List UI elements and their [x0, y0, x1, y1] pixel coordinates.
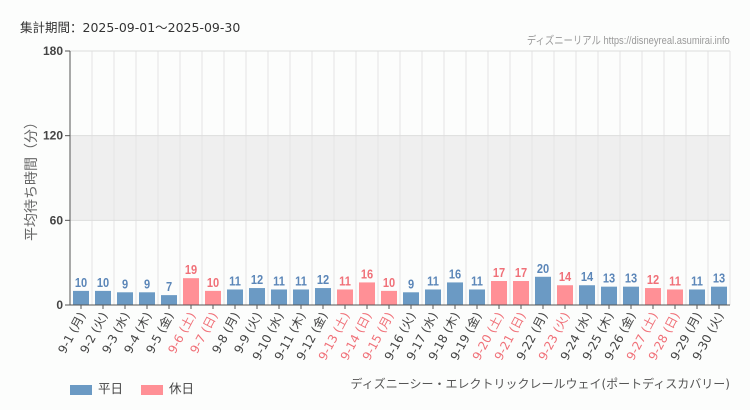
site-credit[interactable]: ディズニーリアル https://disneyreal.asumirai.inf… — [527, 35, 730, 47]
data-label: 11 — [273, 274, 285, 289]
y-tick-label: 180 — [43, 44, 63, 58]
bar — [359, 282, 375, 305]
data-label: 17 — [515, 265, 528, 280]
period-label: 集計期間：2025-09-01〜2025-09-30 — [20, 20, 241, 35]
data-label: 9 — [408, 276, 414, 291]
bar — [73, 290, 89, 305]
data-label: 11 — [691, 274, 703, 289]
data-label: 20 — [537, 261, 550, 276]
data-label: 14 — [559, 269, 572, 284]
bar — [117, 292, 133, 305]
legend-holiday[interactable]: 休日 — [141, 378, 194, 397]
data-label: 16 — [449, 267, 462, 282]
bar — [315, 288, 331, 305]
legend-weekday-label: 平日 — [98, 381, 124, 396]
bar — [667, 289, 683, 305]
bar — [601, 286, 617, 305]
data-label: 11 — [229, 274, 241, 289]
data-label: 11 — [339, 274, 351, 289]
bar — [447, 282, 463, 305]
bar — [645, 288, 661, 305]
data-label: 13 — [625, 271, 638, 286]
data-label: 11 — [669, 274, 681, 289]
data-label: 19 — [185, 262, 198, 277]
data-label: 16 — [361, 267, 374, 282]
bar — [205, 290, 221, 305]
legend-holiday-label: 休日 — [169, 381, 195, 396]
data-label: 9 — [144, 276, 150, 291]
bar — [689, 289, 705, 305]
bar — [557, 285, 573, 305]
bar — [271, 289, 287, 305]
data-label: 14 — [581, 269, 594, 284]
y-tick-label: 0 — [56, 298, 63, 312]
data-label: 12 — [647, 272, 660, 287]
bar — [293, 289, 309, 305]
y-tick-label: 120 — [43, 129, 63, 143]
data-label: 12 — [251, 272, 264, 287]
bar — [227, 289, 243, 305]
bar — [337, 289, 353, 305]
data-label: 13 — [603, 271, 616, 286]
legend-weekday[interactable]: 平日 — [70, 378, 123, 397]
bar — [95, 290, 111, 305]
bar — [513, 281, 529, 305]
data-label: 10 — [97, 275, 110, 290]
data-label: 17 — [493, 265, 506, 280]
bar — [425, 289, 441, 305]
bar — [249, 288, 265, 305]
bar — [491, 281, 507, 305]
bar — [711, 286, 727, 305]
data-label: 11 — [471, 274, 483, 289]
data-label: 12 — [317, 272, 330, 287]
bar — [381, 290, 397, 305]
attraction-name: ディズニーシー・エレクトリックレールウェイ(ポートディスカバリー) — [350, 377, 730, 391]
bar — [535, 276, 551, 305]
bar — [161, 295, 177, 305]
data-label: 9 — [122, 276, 128, 291]
bar — [623, 286, 639, 305]
bar — [579, 285, 595, 305]
data-label: 11 — [427, 274, 439, 289]
bar — [183, 278, 199, 305]
data-label: 10 — [207, 275, 220, 290]
y-axis-label: 平均待ち時間（分） — [24, 115, 40, 241]
data-label: 11 — [295, 274, 307, 289]
bar — [139, 292, 155, 305]
bar — [403, 292, 419, 305]
bar — [469, 289, 485, 305]
data-label: 10 — [75, 275, 88, 290]
data-label: 7 — [166, 279, 172, 294]
y-tick-label: 60 — [50, 213, 64, 227]
data-label: 13 — [713, 271, 726, 286]
legend: 平日 休日 — [70, 378, 194, 397]
data-label: 10 — [383, 275, 396, 290]
